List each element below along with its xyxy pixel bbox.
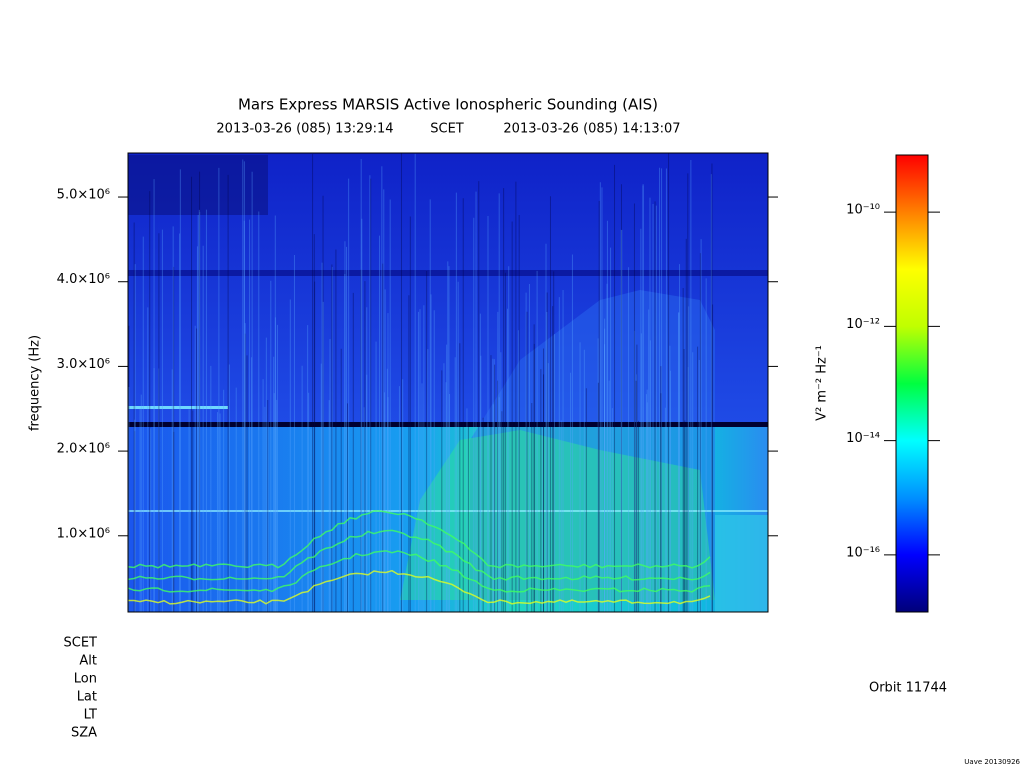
- orbit-label: Orbit 11744: [869, 681, 947, 696]
- spectrogram-texture: [400, 430, 715, 600]
- ephemeris-row-label: LT: [84, 708, 97, 723]
- ephemeris-row-label: Alt: [79, 654, 97, 669]
- y-tick-label: 4.0×10⁶: [57, 272, 110, 287]
- colorbar-tick-label: 10⁻¹²: [846, 317, 880, 332]
- colorbar-label: V² m⁻² Hz⁻¹: [815, 345, 830, 421]
- spectrogram-texture: [128, 510, 711, 569]
- plot-frame: [127, 152, 769, 613]
- colorbar: [895, 154, 929, 613]
- time-system: SCET: [430, 122, 464, 137]
- spectrogram-texture: [128, 155, 268, 215]
- spectrogram: [128, 153, 768, 612]
- spectrogram-texture: [128, 569, 711, 605]
- spectrogram-texture: [128, 406, 228, 409]
- y-tick-label: 5.0×10⁶: [57, 188, 110, 203]
- spectrogram-texture: [128, 422, 768, 427]
- ephemeris-row-label: SCET: [64, 636, 98, 651]
- colorbar-tick-label: 10⁻¹⁶: [846, 545, 880, 560]
- start-time: 2013-03-26 (085) 13:29:14: [216, 122, 393, 137]
- y-tick-label: 3.0×10⁶: [57, 357, 110, 372]
- spectrogram-texture: [128, 423, 768, 612]
- end-time: 2013-03-26 (085) 14:13:07: [503, 122, 680, 137]
- y-tick-label: 1.0×10⁶: [57, 526, 110, 541]
- spectrogram-texture: [128, 529, 711, 581]
- footer: Uave 20130926: [964, 758, 1020, 766]
- ephemeris-row-label: Lat: [77, 690, 97, 705]
- ephemeris-row-label: Lon: [74, 672, 97, 687]
- y-axis-label: frequency (Hz): [28, 335, 43, 431]
- spectrogram-texture: [128, 550, 711, 593]
- spectrogram-texture: [128, 510, 768, 512]
- y-tick-label: 2.0×10⁶: [57, 442, 110, 457]
- colorbar-tick-label: 10⁻¹⁰: [846, 203, 880, 218]
- chart-title: Mars Express MARSIS Active Ionospheric S…: [238, 96, 658, 114]
- spectrogram-texture: [470, 290, 715, 600]
- spectrogram-texture: [715, 515, 768, 612]
- colorbar-tick-label: 10⁻¹⁴: [846, 431, 880, 446]
- ephemeris-row-label: SZA: [71, 726, 97, 741]
- spectrogram-texture: [128, 270, 768, 276]
